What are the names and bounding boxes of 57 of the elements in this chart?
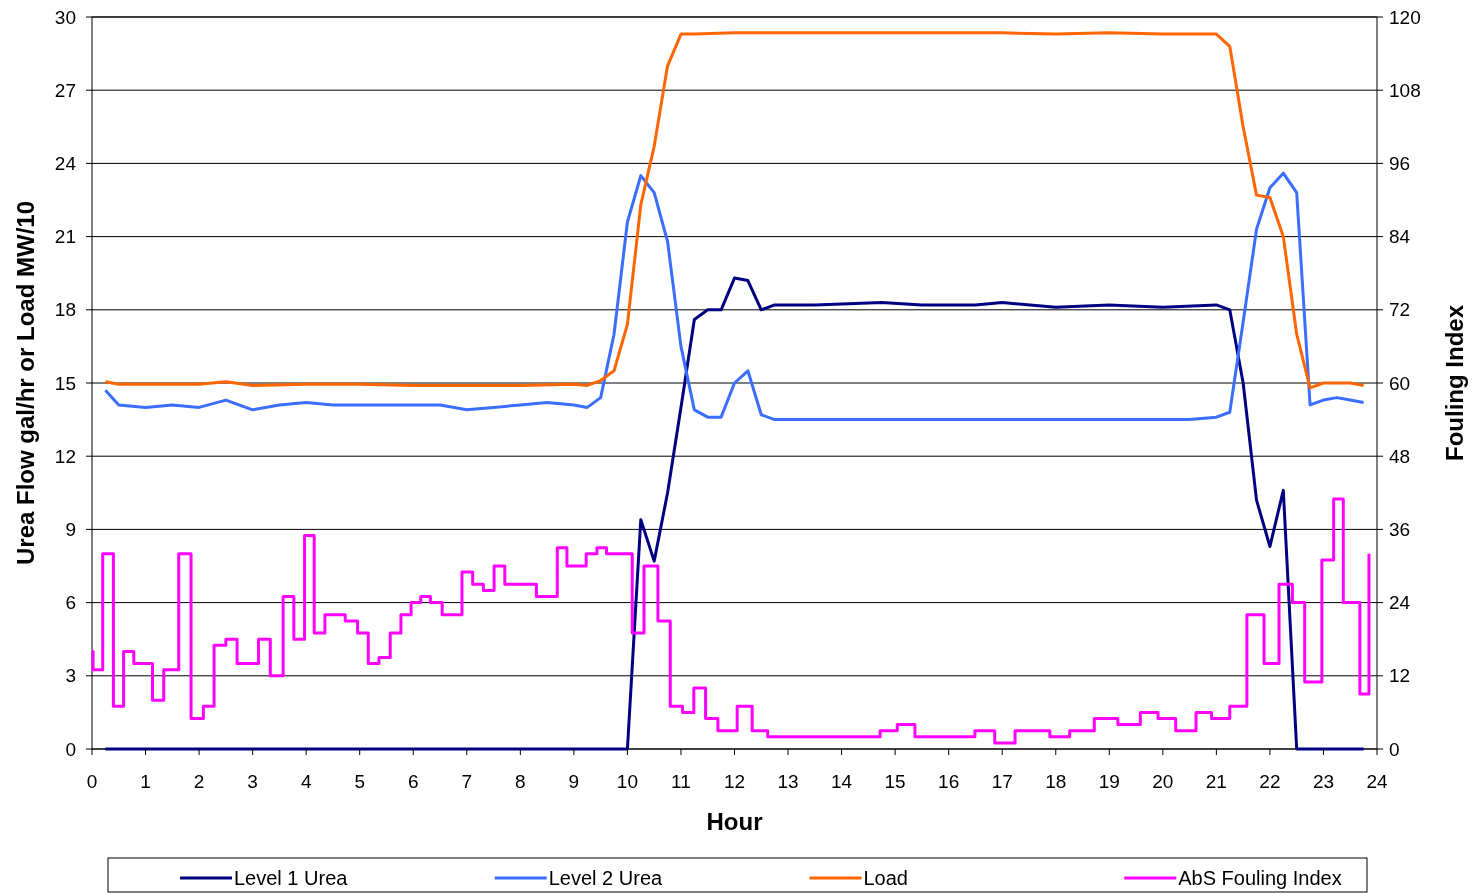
y-axis-title: Urea Flow gal/hr or Load MW/10 [12, 200, 39, 566]
y-tick-label: 27 [54, 79, 76, 101]
x-tick-label: 11 [671, 771, 691, 792]
y2-tick-label: 12 [1389, 665, 1411, 687]
y2-tick-label: 60 [1389, 372, 1411, 394]
x-tick-label: 6 [407, 771, 419, 792]
legend-label: Level 2 Urea [548, 867, 664, 889]
y-tick-label: 9 [65, 519, 76, 541]
y-tick-label: 30 [54, 6, 76, 28]
y2-tick-label: 36 [1389, 519, 1411, 541]
line-series [103, 171, 1366, 422]
x-axis-title: Hour [706, 808, 763, 835]
line-series [103, 276, 1366, 751]
legend-label: AbS Fouling Index [1178, 867, 1342, 889]
x-tick-label: 4 [300, 771, 312, 792]
x-tick-label: 17 [991, 771, 1013, 792]
legend-label: Level 1 Urea [234, 867, 349, 889]
y2-tick-label: 72 [1389, 299, 1411, 321]
y-tick-label: 12 [54, 445, 76, 467]
x-tick-label: 1 [140, 771, 151, 792]
x-tick-label: 5 [354, 771, 365, 792]
x-tick-label: 23 [1312, 771, 1335, 792]
y2-tick-label: 48 [1389, 445, 1411, 467]
y2-tick-label: 120 [1389, 6, 1421, 28]
x-tick-label: 12 [723, 771, 746, 792]
y-tick-label: 0 [65, 738, 76, 760]
y2-tick-label: 24 [1389, 592, 1411, 614]
x-tick-label: 19 [1098, 771, 1120, 792]
y-tick-label: 24 [54, 153, 77, 175]
y2-tick-label: 0 [1389, 738, 1400, 760]
x-tick-label: 9 [568, 771, 580, 792]
x-tick-label: 10 [616, 771, 638, 792]
x-tick-label: 21 [1205, 771, 1227, 792]
y-tick-label: 15 [54, 372, 76, 394]
y2-tick-label: 96 [1389, 153, 1411, 175]
x-tick-label: 16 [938, 771, 960, 792]
y2-tick-label: 108 [1389, 79, 1421, 101]
legend-label: Load [863, 867, 908, 889]
x-tick-label: 13 [777, 771, 799, 792]
x-tick-label: 14 [831, 771, 853, 792]
y-tick-label: 21 [54, 226, 76, 248]
x-tick-label: 3 [247, 771, 258, 792]
x-tick-label: 0 [86, 771, 98, 792]
y2-tick-label: 84 [1389, 226, 1411, 248]
line-series [103, 31, 1366, 390]
x-tick-label: 7 [461, 771, 473, 792]
x-tick-label: 2 [193, 771, 205, 792]
x-tick-label: 8 [515, 771, 526, 792]
y-tick-label: 3 [65, 665, 76, 687]
x-tick-label: 15 [884, 771, 906, 792]
x-tick-label: 22 [1259, 771, 1281, 792]
y-tick-label: 6 [65, 592, 76, 614]
x-tick-label: 20 [1152, 771, 1174, 792]
x-tick-label: 18 [1045, 771, 1067, 792]
y2-axis-title: Fouling Index [1441, 304, 1468, 461]
y-tick-label: 18 [54, 299, 76, 321]
x-tick-label: 24 [1366, 771, 1388, 792]
